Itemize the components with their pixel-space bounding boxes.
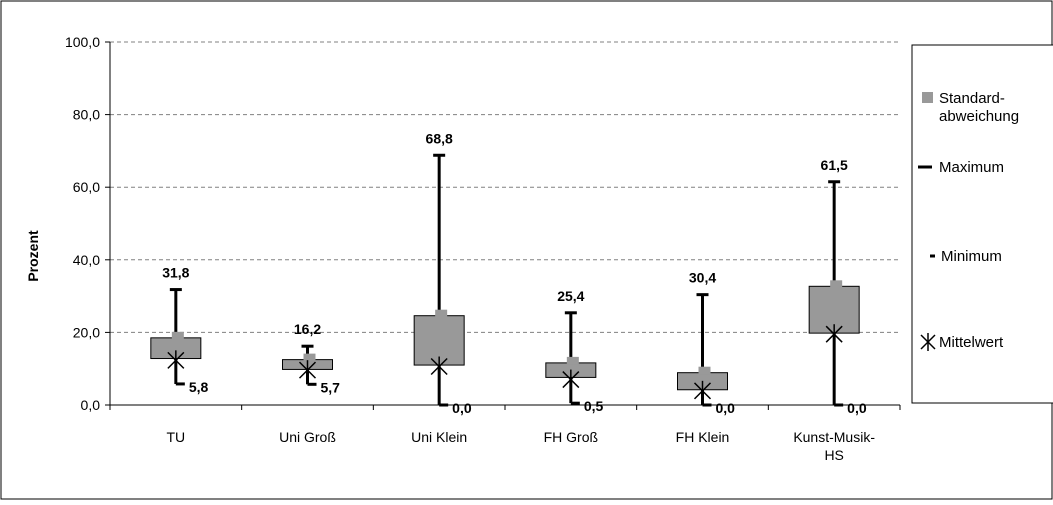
legend-stddev-label: abweichung	[939, 108, 1019, 125]
legend-max-label: Maximum	[939, 159, 1004, 176]
max-data-label: 30,4	[689, 270, 716, 286]
stddev-marker	[830, 280, 843, 289]
legend-stddev-swatch	[922, 92, 933, 103]
stddev-marker	[303, 353, 316, 362]
legend: Standard-abweichung Maximum Minimum Mittelw…	[911, 44, 1053, 404]
y-tick-label: 100,0	[65, 34, 100, 50]
stddev-marker	[435, 309, 448, 318]
stddev-marker	[171, 331, 184, 340]
max-data-label: 68,8	[426, 130, 453, 146]
grid-layer	[110, 41, 900, 333]
stddev-marker	[566, 356, 579, 365]
y-tick-label: 0,0	[81, 397, 101, 413]
x-tick-label: Uni Groß	[279, 429, 336, 445]
min-data-label: 0,0	[847, 400, 867, 416]
min-data-label: 5,7	[321, 379, 341, 395]
min-data-label: 0,5	[584, 398, 604, 414]
y-tick-label: 80,0	[73, 107, 100, 123]
x-tick-label: Kunst-Musik-	[793, 429, 875, 445]
axis-layer: 0,0 20,0 40,0 60,0 80,0 100,0 TU Uni Groß Uni Kl…	[65, 34, 901, 463]
min-data-label: 0,0	[452, 400, 472, 416]
y-tick-label: 40,0	[73, 252, 100, 268]
min-data-label: 0,0	[716, 400, 736, 416]
marks-layer	[150, 153, 860, 407]
legend-stddev-label: Standard-	[939, 90, 1005, 107]
max-data-label: 61,5	[821, 157, 848, 173]
legend-min-label: Minimum	[941, 248, 1002, 265]
max-data-label: 31,8	[162, 265, 189, 281]
min-data-label: 5,8	[189, 379, 209, 395]
x-tick-label: HS	[824, 447, 843, 463]
y-tick-label: 60,0	[73, 179, 100, 195]
max-data-label: 25,4	[557, 288, 584, 304]
x-tick-label: FH Klein	[676, 429, 730, 445]
stddev-marker	[698, 366, 711, 375]
max-data-label: 16,2	[294, 321, 321, 337]
x-tick-label: Uni Klein	[411, 429, 467, 445]
x-tick-label: TU	[166, 429, 185, 445]
legend-box	[911, 44, 1053, 404]
legend-mean-label: Mittelwert	[939, 334, 1004, 351]
labels-layer: 31,8 5,8 16,2 5,7 68,8 0,0 25,4 0,5 30,4 0,0 61,5 0…	[162, 130, 867, 416]
y-axis-title: Prozent	[25, 230, 41, 282]
x-tick-label: FH Groß	[544, 429, 598, 445]
y-tick-label: 20,0	[73, 324, 100, 340]
